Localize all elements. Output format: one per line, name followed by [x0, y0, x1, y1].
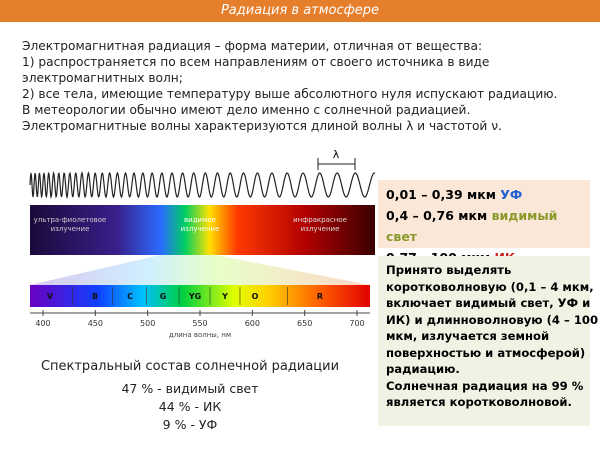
intro-text: Электромагнитная радиация – форма матери…: [22, 38, 557, 134]
spectrum-zoom: [30, 255, 370, 285]
band-label: G: [160, 292, 167, 301]
band-label: Y: [221, 292, 228, 301]
note-line: радиацию.: [386, 362, 460, 376]
intro-line: Электромагнитная радиация – форма матери…: [22, 39, 483, 53]
scale-axis-label: длина волны, нм: [169, 331, 231, 339]
spectrum-band: [30, 205, 375, 255]
intro-line: Электромагнитные волны характеризуются д…: [22, 119, 502, 133]
composition-caption: Спектральный состав солнечной радиации: [40, 359, 340, 374]
scale-label: 600: [245, 319, 260, 328]
note-line: является коротковолновой.: [386, 395, 572, 409]
scale-label: 700: [349, 319, 364, 328]
intro-line: 1) распространяется по всем направлениям…: [22, 55, 490, 69]
visible-band: [30, 285, 370, 307]
range-name: УФ: [500, 187, 523, 202]
range-value: 0,4 – 0,76 мкм: [386, 208, 488, 223]
band-label: O: [252, 292, 259, 301]
note-box: Принято выделять коротковолновую (0,1 – 4…: [378, 256, 599, 426]
composition-item: 44 % - ИК: [158, 399, 222, 414]
composition-item: 9 % - УФ: [162, 417, 218, 432]
ranges-box: 0,01 – 0,39 мкм УФ 0,4 – 0,76 мкм видимый…: [378, 180, 590, 265]
scale-label: 450: [88, 319, 103, 328]
range-row: 0,4 – 0,76 мкм видимый свет: [386, 205, 590, 247]
region-label: ультра-фиолетовое излучение: [34, 216, 107, 233]
intro-line: электромагнитных волн;: [22, 71, 183, 85]
note-line: коротковолновую (0,1 – 4 мкм,: [386, 279, 594, 294]
band-label: C: [127, 292, 133, 301]
region-label: видимое излучение: [181, 216, 220, 233]
band-label: V: [47, 292, 54, 301]
intro-line: 2) все тела, имеющие температуру выше аб…: [22, 87, 558, 101]
intro-line: В метеорологии обычно имеют дело именно …: [22, 103, 471, 117]
band-label: YG: [188, 292, 201, 301]
scale-label: 400: [35, 319, 50, 328]
note-line: включает видимый свет, УФ и: [386, 296, 591, 310]
scale-label: 500: [140, 319, 155, 328]
composition-item: 47 % - видимый свет: [121, 381, 259, 396]
scale-label: 650: [297, 319, 312, 328]
lambda-label: λ: [333, 148, 340, 161]
range-value: 0,01 – 0,39 мкм: [386, 187, 496, 202]
slide-title: Радиация в атмосфере: [0, 0, 600, 22]
range-name: видимый свет: [386, 208, 558, 244]
scale-label: 550: [192, 319, 207, 328]
note-line: мкм, излучается земной: [386, 329, 550, 343]
composition: Спектральный состав солнечной радиации 4…: [20, 358, 360, 434]
note-line: Солнечная радиация на 99 %: [386, 378, 584, 393]
note-line: ИК) и длинноволновую (4 – 100: [386, 312, 599, 327]
range-row: 0,01 – 0,39 мкм УФ: [386, 184, 590, 205]
band-label: B: [92, 292, 98, 301]
region-label: инфракрасное излучение: [293, 216, 347, 233]
wave: [29, 170, 376, 200]
note-line: поверхностью и атмосферой): [386, 345, 586, 360]
note-line: Принято выделять: [386, 263, 512, 277]
band-label: R: [317, 292, 323, 301]
